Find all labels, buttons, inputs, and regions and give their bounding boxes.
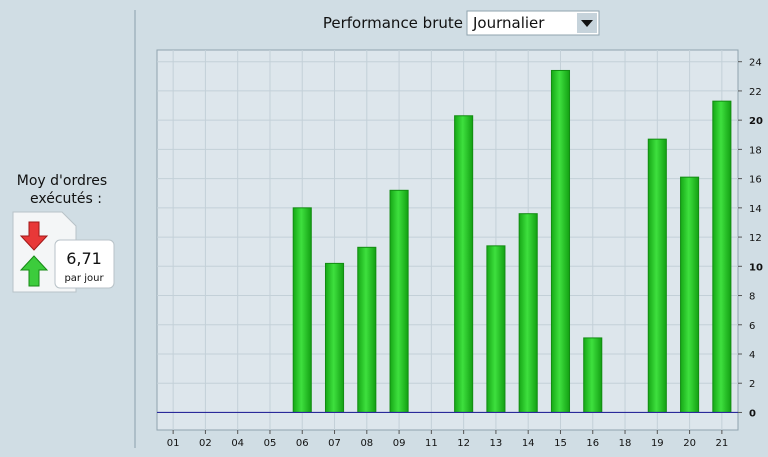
x-tick-label: 18 [619,438,632,449]
y-tick-label: 0 [749,408,756,419]
x-tick-label: 16 [586,438,599,449]
x-tick-label: 05 [264,438,277,449]
bar [357,246,377,413]
bar [680,176,700,413]
y-tick-label: 18 [749,145,762,156]
sidebar-label: Moy d'ordres [17,173,107,189]
y-tick-label: 6 [749,321,755,332]
select-value[interactable]: Journalier [472,14,545,32]
x-tick-label: 15 [554,438,567,449]
bar [486,245,506,413]
y-tick-label: 2 [749,379,755,390]
orders-icon [12,211,115,293]
bar [550,69,571,413]
x-tick-label: 14 [522,438,535,449]
y-tick-label: 12 [749,233,762,244]
x-tick-label: 06 [296,438,309,449]
period-select[interactable] [466,10,600,36]
x-tick-label: 13 [490,438,503,449]
bar [583,337,603,413]
orders-value: 6,71 [66,249,102,268]
y-tick-label: 14 [749,204,762,215]
x-tick-label: 20 [683,438,696,449]
x-tick-label: 11 [425,438,438,449]
bar [389,189,409,413]
x-tick-label: 19 [651,438,664,449]
y-tick-label: 16 [749,175,762,186]
x-tick-label: 12 [457,438,470,449]
y-tick-label: 22 [749,87,762,98]
bar [324,262,345,413]
x-tick-label: 21 [715,438,728,449]
bar [518,213,538,413]
bar [712,100,732,413]
x-tick-label: 07 [328,438,341,449]
y-tick-label: 4 [749,350,755,361]
bar [454,115,474,413]
bar [647,138,667,413]
y-tick-label: 8 [749,292,755,303]
y-tick-label: 20 [749,116,763,127]
x-tick-label: 04 [231,438,244,449]
x-tick-label: 08 [360,438,373,449]
toolbar-label: Performance brute [323,14,463,32]
y-tick-label: 24 [749,58,762,69]
orders-unit: par jour [64,273,104,284]
sidebar-label: exécutés : [30,191,102,207]
x-tick-label: 02 [199,438,212,449]
bar [292,207,312,413]
plot-area [156,49,739,431]
x-tick-label: 01 [167,438,180,449]
y-tick-label: 10 [749,262,763,273]
x-tick-label: 09 [393,438,406,449]
